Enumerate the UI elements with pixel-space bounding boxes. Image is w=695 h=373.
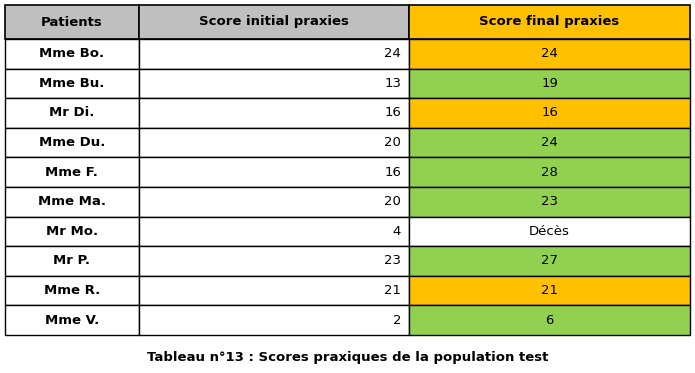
Text: 24: 24 xyxy=(541,47,558,60)
Text: 2: 2 xyxy=(393,314,401,327)
Bar xyxy=(5,246,138,276)
Bar xyxy=(409,128,690,157)
Bar xyxy=(5,98,138,128)
Text: Mr Mo.: Mr Mo. xyxy=(46,225,98,238)
Text: Tableau n°13 : Scores praxiques de la population test: Tableau n°13 : Scores praxiques de la po… xyxy=(147,351,548,364)
Text: 6: 6 xyxy=(546,314,554,327)
Bar xyxy=(5,128,138,157)
Bar xyxy=(409,157,690,187)
Bar xyxy=(409,98,690,128)
Bar xyxy=(138,5,409,39)
Text: 21: 21 xyxy=(541,284,558,297)
Text: Mme Ma.: Mme Ma. xyxy=(38,195,106,208)
Text: Score final praxies: Score final praxies xyxy=(480,16,620,28)
Bar xyxy=(138,187,409,217)
Text: Mme R.: Mme R. xyxy=(44,284,100,297)
Bar xyxy=(5,217,138,246)
Bar xyxy=(138,98,409,128)
Text: 27: 27 xyxy=(541,254,558,267)
Text: Mr P.: Mr P. xyxy=(54,254,90,267)
Text: 16: 16 xyxy=(384,107,401,119)
Bar xyxy=(409,5,690,39)
Text: 19: 19 xyxy=(541,77,558,90)
Bar xyxy=(138,305,409,335)
Text: 28: 28 xyxy=(541,166,558,179)
Bar xyxy=(138,276,409,305)
Text: Mme F.: Mme F. xyxy=(45,166,98,179)
Bar xyxy=(5,39,138,69)
Bar xyxy=(409,246,690,276)
Bar xyxy=(5,187,138,217)
Bar xyxy=(5,5,138,39)
Text: Mme V.: Mme V. xyxy=(44,314,99,327)
Text: 4: 4 xyxy=(393,225,401,238)
Bar xyxy=(138,39,409,69)
Text: Score initial praxies: Score initial praxies xyxy=(199,16,349,28)
Text: Mme Bo.: Mme Bo. xyxy=(39,47,104,60)
Text: 20: 20 xyxy=(384,195,401,208)
Bar xyxy=(409,305,690,335)
Text: Mr Di.: Mr Di. xyxy=(49,107,95,119)
Text: 13: 13 xyxy=(384,77,401,90)
Text: 20: 20 xyxy=(384,136,401,149)
Bar xyxy=(138,157,409,187)
Bar xyxy=(138,217,409,246)
Bar xyxy=(138,69,409,98)
Bar xyxy=(409,69,690,98)
Text: Mme Du.: Mme Du. xyxy=(39,136,105,149)
Text: Mme Bu.: Mme Bu. xyxy=(39,77,104,90)
Bar xyxy=(409,217,690,246)
Bar xyxy=(138,128,409,157)
Bar xyxy=(5,276,138,305)
Bar xyxy=(138,246,409,276)
Text: 24: 24 xyxy=(541,136,558,149)
Bar xyxy=(5,69,138,98)
Text: 16: 16 xyxy=(541,107,558,119)
Text: 21: 21 xyxy=(384,284,401,297)
Text: 24: 24 xyxy=(384,47,401,60)
Bar xyxy=(409,187,690,217)
Text: 23: 23 xyxy=(541,195,558,208)
Bar xyxy=(409,276,690,305)
Bar xyxy=(5,305,138,335)
Text: Décès: Décès xyxy=(529,225,570,238)
Bar xyxy=(409,39,690,69)
Text: Patients: Patients xyxy=(41,16,103,28)
Text: 16: 16 xyxy=(384,166,401,179)
Text: 23: 23 xyxy=(384,254,401,267)
Bar xyxy=(5,157,138,187)
